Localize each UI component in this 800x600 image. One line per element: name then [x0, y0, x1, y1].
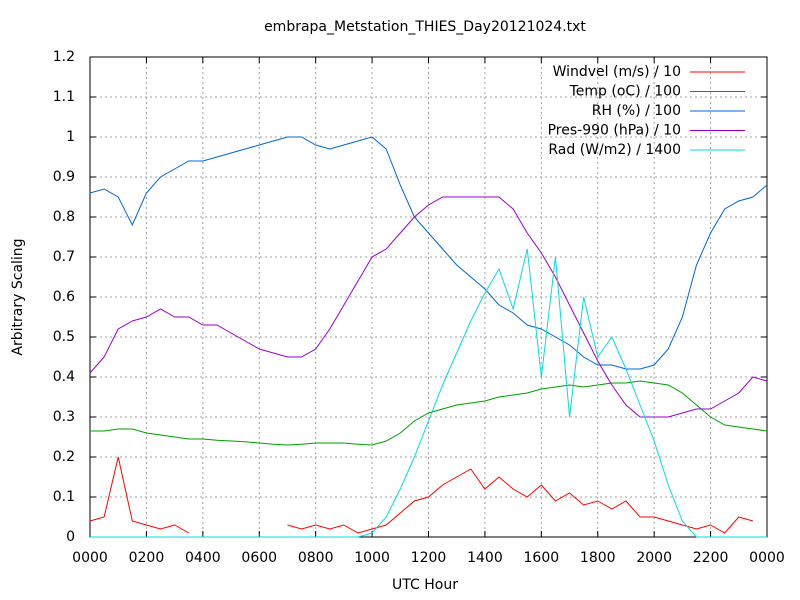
series-line	[90, 380, 768, 446]
y-tick-label: 0.7	[53, 249, 75, 265]
y-tick-label: 0.2	[53, 449, 75, 465]
legend-label: Temp (oC) / 100	[569, 84, 681, 100]
series-line	[89, 196, 768, 418]
x-tick-label: 0800	[298, 550, 334, 566]
y-tick-label: 0.3	[53, 409, 75, 425]
x-tick-label: 1000	[354, 550, 390, 566]
chart-title: embrapa_Metstation_THIES_Day20121024.txt	[264, 19, 586, 35]
x-tick-label: 0600	[241, 550, 277, 566]
y-tick-label: 0.8	[53, 209, 75, 225]
x-tick-label: 0200	[129, 550, 165, 566]
legend-label: Windvel (m/s) / 10	[553, 64, 681, 80]
legend-label: RH (%) / 100	[592, 103, 681, 119]
y-tick-label: 0.5	[53, 329, 75, 345]
x-tick-label: 1600	[524, 550, 560, 566]
series-line	[89, 456, 754, 534]
x-axis-label: UTC Hour	[392, 577, 458, 593]
y-tick-label: 0.4	[53, 369, 75, 385]
y-tick-label: 1.2	[53, 49, 75, 65]
y-tick-label: 0.6	[53, 289, 75, 305]
y-tick-label: 1.1	[53, 89, 75, 105]
legend-label: Pres-990 (hPa) / 10	[548, 123, 681, 139]
y-tick-label: 0	[66, 529, 75, 545]
x-tick-label: 1200	[411, 550, 447, 566]
x-tick-label: 2200	[693, 550, 729, 566]
y-axis-label: Arbitrary Scaling	[10, 238, 26, 355]
x-tick-label: 1800	[580, 550, 616, 566]
x-tick-label: 0000	[72, 550, 108, 566]
x-tick-label: 2000	[636, 550, 672, 566]
series-line	[89, 136, 768, 370]
legend-label: Rad (W/m2) / 1400	[548, 142, 681, 158]
x-tick-label: 0400	[185, 550, 221, 566]
series-line	[90, 248, 767, 538]
plot-border	[89, 56, 768, 538]
y-tick-label: 0.9	[53, 169, 75, 185]
y-tick-label: 1	[66, 129, 75, 145]
x-tick-label: 1400	[467, 550, 503, 566]
x-tick-label: 0000	[749, 550, 785, 566]
y-tick-label: 0.1	[53, 489, 75, 505]
